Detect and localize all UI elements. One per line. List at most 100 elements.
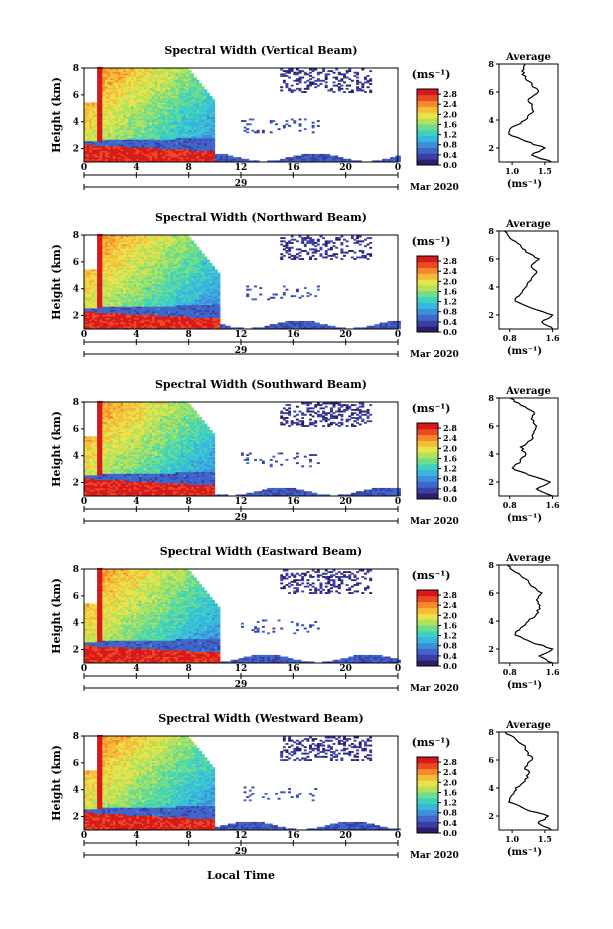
heatmap-cell xyxy=(104,112,108,114)
heatmap-cell xyxy=(165,112,169,114)
heatmap-cell xyxy=(154,123,158,126)
heatmap-cell xyxy=(183,145,187,148)
heatmap-cell xyxy=(141,145,145,148)
heatmap-cell xyxy=(363,81,367,84)
heatmap-cell xyxy=(170,116,174,119)
heatmap-cell xyxy=(84,126,87,129)
heatmap-cell xyxy=(99,153,103,156)
heatmap-cell xyxy=(144,116,148,119)
heatmap-cell xyxy=(131,153,135,156)
heatmap-cell xyxy=(91,160,95,163)
heatmap-cell xyxy=(159,108,163,111)
heatmap-cell xyxy=(138,95,142,98)
heatmap-cell xyxy=(118,116,121,119)
heatmap-cell xyxy=(118,70,121,73)
heatmap-cell xyxy=(104,74,108,77)
heatmap-cell xyxy=(104,139,108,142)
heatmap-cell xyxy=(172,132,176,135)
heatmap-cell xyxy=(99,68,103,71)
heatmap-cell xyxy=(94,142,98,145)
heatmap-cell xyxy=(118,157,121,160)
heatmap-cell xyxy=(172,92,176,95)
heatmap-cell xyxy=(99,74,103,77)
heatmap-cell xyxy=(84,112,87,114)
heatmap-cell xyxy=(167,139,171,142)
heatmap-cell xyxy=(157,155,161,158)
heatmap-cell xyxy=(225,153,229,156)
heatmap-cell xyxy=(104,94,108,97)
heatmap-cell xyxy=(133,126,137,129)
heatmap-cell xyxy=(295,71,299,74)
heatmap-cell xyxy=(104,113,108,116)
heatmap-cell xyxy=(118,102,121,105)
heatmap-cell xyxy=(172,108,176,111)
heatmap-cell xyxy=(178,160,182,163)
heatmap-cell xyxy=(191,97,195,100)
heatmap-cell xyxy=(159,158,163,161)
heatmap-cell xyxy=(157,112,161,114)
heatmap-cell xyxy=(120,120,124,123)
heatmap-cell xyxy=(144,86,148,89)
heatmap-cell xyxy=(120,89,124,92)
heatmap-cell xyxy=(170,137,174,140)
heatmap-cell xyxy=(178,103,182,106)
heatmap-cell xyxy=(110,141,114,143)
heatmap-cell xyxy=(170,99,174,102)
heatmap-cell xyxy=(110,124,114,127)
heatmap-cell xyxy=(128,89,132,92)
heatmap-cell xyxy=(136,68,140,71)
heatmap-cell xyxy=(191,132,195,135)
heatmap-cell xyxy=(309,78,312,81)
heatmap-cell xyxy=(104,141,108,143)
heatmap-cell xyxy=(183,99,187,102)
heatmap-cell xyxy=(138,115,142,118)
heatmap-cell xyxy=(170,147,174,150)
heatmap-cell xyxy=(120,129,124,132)
heatmap-cell xyxy=(128,113,132,116)
heatmap-cell xyxy=(136,76,140,79)
heatmap-cell xyxy=(178,124,182,127)
heatmap-cell xyxy=(118,108,121,111)
heatmap-cell xyxy=(144,115,148,118)
heatmap-cell xyxy=(167,144,171,147)
heatmap-cell xyxy=(104,136,108,139)
heatmap-cell xyxy=(131,142,135,145)
heatmap-cell xyxy=(118,153,121,156)
heatmap-cell xyxy=(125,134,129,137)
heatmap-cell xyxy=(288,157,292,160)
heatmap-cell xyxy=(154,139,158,142)
heatmap-cell xyxy=(167,87,171,90)
heatmap-cell xyxy=(118,68,121,71)
heatmap-cell xyxy=(191,78,195,81)
heatmap-cell xyxy=(170,113,174,116)
heatmap-cell xyxy=(84,149,87,152)
heatmap-cell xyxy=(188,160,192,163)
heatmap-cell xyxy=(128,105,132,108)
heatmap-cell xyxy=(112,153,116,156)
heatmap-cell xyxy=(295,83,299,85)
heatmap-cell xyxy=(102,123,106,126)
heatmap-cell xyxy=(146,94,150,97)
heatmap-cell xyxy=(175,102,179,105)
heatmap-cell xyxy=(170,123,174,126)
heatmap-cell xyxy=(131,113,135,116)
heatmap-cell xyxy=(165,89,169,92)
heatmap-cell xyxy=(159,79,163,82)
heatmap-cell xyxy=(159,129,163,132)
heatmap-cell xyxy=(120,76,124,79)
heatmap-cell xyxy=(123,129,127,132)
heatmap-cell xyxy=(118,158,121,161)
heatmap-cell xyxy=(123,108,127,111)
heatmap-cell xyxy=(167,131,171,134)
heatmap-cell xyxy=(162,107,166,110)
heatmap-cell xyxy=(99,95,103,98)
heatmap-cell xyxy=(141,150,145,153)
heatmap-cell xyxy=(110,79,114,82)
heatmap-cell xyxy=(191,147,195,150)
heatmap-cell xyxy=(118,83,121,85)
heatmap-cell xyxy=(89,145,93,148)
heatmap-cell xyxy=(183,134,187,137)
heatmap-cell xyxy=(157,113,161,116)
heatmap-cell xyxy=(162,137,166,140)
heatmap-cell xyxy=(152,149,155,152)
